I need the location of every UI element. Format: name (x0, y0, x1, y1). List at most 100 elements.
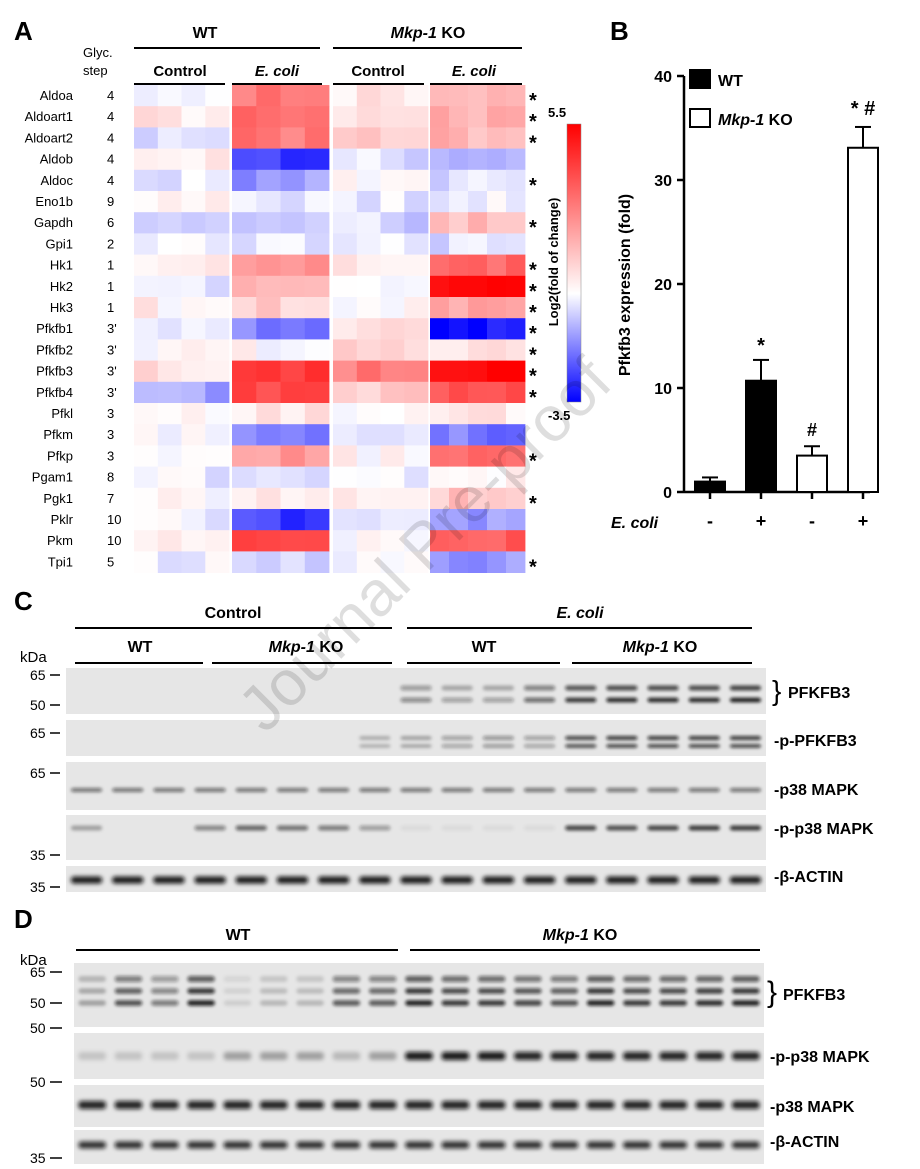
blot-band (659, 1101, 687, 1109)
blot-band (482, 697, 514, 703)
heatmap-cell (304, 233, 330, 255)
heatmap-cell (449, 381, 469, 404)
glyc-step: 4 (107, 88, 114, 103)
x-sign: + (858, 511, 869, 531)
blot-band (606, 744, 638, 748)
blot-band (332, 1052, 361, 1060)
blot-band (296, 1141, 324, 1149)
blot-band (441, 788, 473, 792)
d-ko-label: Mkp-1 KO (543, 927, 618, 944)
heatmap-cell (280, 233, 306, 255)
blot-band (732, 976, 760, 982)
heatmap-cell (487, 127, 507, 149)
blot-band (441, 1000, 470, 1006)
heatmap-cell (487, 148, 507, 171)
blot-band (296, 1052, 324, 1060)
blot-band (623, 976, 651, 982)
significance-star: * (529, 450, 537, 472)
blot-band (78, 988, 106, 994)
heatmap-cell (356, 127, 381, 149)
heatmap-cell (356, 466, 381, 489)
bar (796, 454, 828, 494)
d-wt-label: WT (226, 927, 251, 944)
glyc-header-2: step (83, 63, 108, 78)
panel-a: A Glyc. step WT Mkp-1 KO Control E. coli… (14, 16, 582, 578)
heatmap-cell (134, 191, 159, 213)
heatmap-cell (356, 424, 381, 446)
blot-band (400, 736, 432, 740)
band-label: -p-p38 MAPK (774, 821, 874, 838)
blot-band (223, 988, 252, 994)
blot-band (441, 1101, 470, 1109)
heatmap-cell (280, 127, 306, 149)
heatmap-cell (506, 466, 526, 489)
heatmap-cell (380, 381, 405, 404)
heatmap-cell (157, 339, 182, 361)
heatmap-cell (256, 275, 281, 298)
colorbar-min: -3.5 (548, 408, 570, 423)
heatmap-cell (157, 509, 182, 531)
heatmap-cell (333, 424, 358, 446)
heatmap-cell (404, 297, 429, 319)
blot-band (550, 976, 579, 982)
group-ko-suffix: KO (437, 25, 465, 42)
blot-band (695, 988, 724, 994)
heatmap-cell (232, 466, 257, 489)
heatmap-cell (134, 275, 159, 298)
gene-label: Aldoa (40, 88, 74, 103)
bar (745, 379, 777, 493)
colorbar-label: Log2(fold of change) (546, 198, 561, 327)
heatmap-cell (157, 297, 182, 319)
blot-band (565, 744, 597, 748)
c-control-label: Control (205, 605, 262, 622)
kda-marker: 50 (30, 1074, 46, 1090)
heatmap-cell (468, 509, 488, 531)
blot-band (151, 1052, 179, 1060)
blot-band (441, 976, 470, 982)
heatmap-cell (134, 339, 159, 361)
heatmap-cell (304, 169, 330, 192)
blot-band (276, 876, 309, 884)
blot-band (688, 697, 720, 703)
heatmap-cell (333, 254, 358, 277)
heatmap-cell (487, 403, 507, 425)
heatmap-cell (280, 339, 306, 361)
gene-label: Hk1 (50, 258, 73, 273)
blot-band (659, 1052, 687, 1060)
heatmap-cell (506, 339, 526, 361)
blot-band (482, 788, 514, 792)
heatmap-cell (333, 381, 358, 404)
ko-ecoli-label: E. coli (452, 63, 497, 80)
heatmap-cell (181, 445, 206, 467)
heatmap-cell (256, 169, 281, 192)
heatmap-cell (380, 106, 405, 128)
heatmap-cell (280, 297, 306, 319)
heatmap-cell (256, 212, 281, 234)
panel-c-letter: C (14, 586, 33, 616)
kda-marker: 35 (30, 1150, 46, 1166)
heatmap-cell (333, 297, 358, 319)
heatmap-cell (356, 212, 381, 234)
band-label: -p38 MAPK (774, 782, 859, 799)
heatmap-cell (304, 318, 330, 340)
heatmap-cell (304, 445, 330, 467)
heatmap-cell (487, 85, 507, 107)
heatmap-cell (380, 297, 405, 319)
heatmap-cell (487, 212, 507, 234)
blot-band (659, 988, 687, 994)
blot-band (151, 988, 179, 994)
gene-label: Pfkfb1 (36, 321, 73, 336)
heatmap-cell (380, 148, 405, 171)
heatmap-cell (506, 509, 526, 531)
heatmap-cell (134, 466, 159, 489)
heatmap-cell (256, 297, 281, 319)
blot-band (514, 976, 542, 982)
heatmap-cell (404, 381, 429, 404)
heatmap-cell (333, 509, 358, 531)
heatmap-cell (487, 339, 507, 361)
bar (847, 146, 879, 493)
d-kda-label: kDa (20, 952, 47, 969)
blot-band (441, 876, 473, 884)
blot-band (606, 876, 638, 884)
